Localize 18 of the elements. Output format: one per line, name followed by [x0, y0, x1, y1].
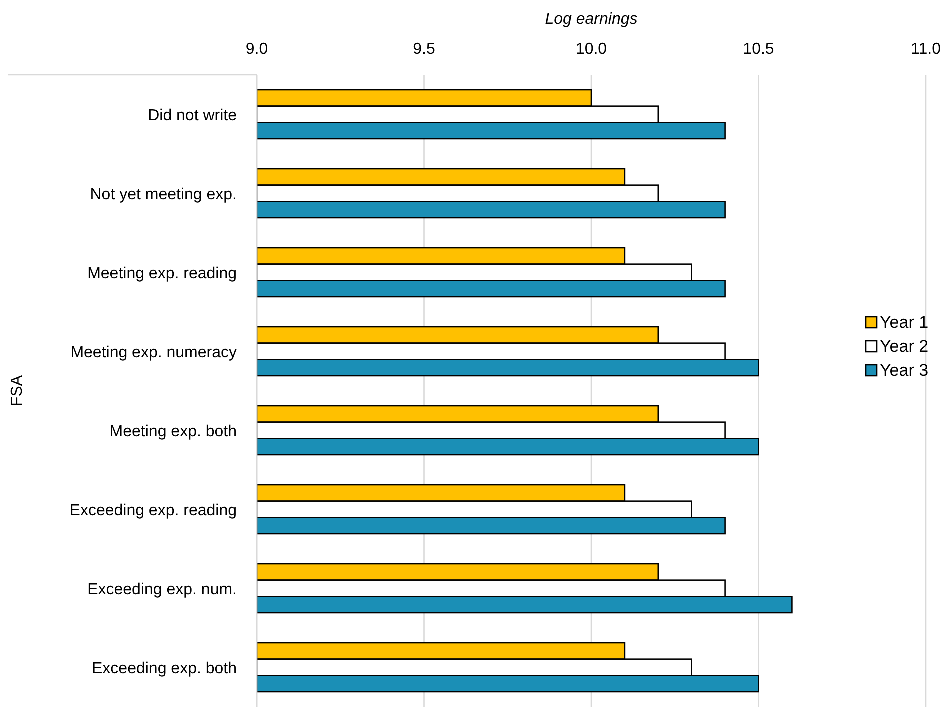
legend-label: Year 3 — [880, 361, 929, 380]
y-tick-label: Meeting exp. both — [110, 424, 237, 440]
x-tick-label: 9.0 — [246, 41, 268, 58]
x-tick-label: 10.0 — [576, 41, 608, 58]
y-tick-label: Did not write — [148, 108, 238, 124]
legend-label: Year 2 — [880, 337, 929, 356]
y-tick-label: Exceeding exp. reading — [70, 502, 237, 520]
x-tick-label: 9.5 — [413, 41, 436, 58]
y-tick-label: Exceeding exp. num. — [88, 582, 237, 598]
y-tick-label: Not yet meeting exp. — [90, 186, 237, 204]
x-tick-label: 10.5 — [743, 41, 774, 58]
y-tick-label: Meeting exp. reading — [88, 266, 237, 282]
x-tick-label: 11.0 — [911, 41, 942, 58]
y-tick-label: Meeting exp. numeracy — [70, 344, 237, 362]
y-axis-title: FSA — [9, 375, 26, 407]
x-axis-title: Log earnings — [545, 11, 638, 28]
y-tick-label: Exceeding exp. both — [92, 660, 237, 678]
legend-label: Year 1 — [880, 313, 929, 332]
